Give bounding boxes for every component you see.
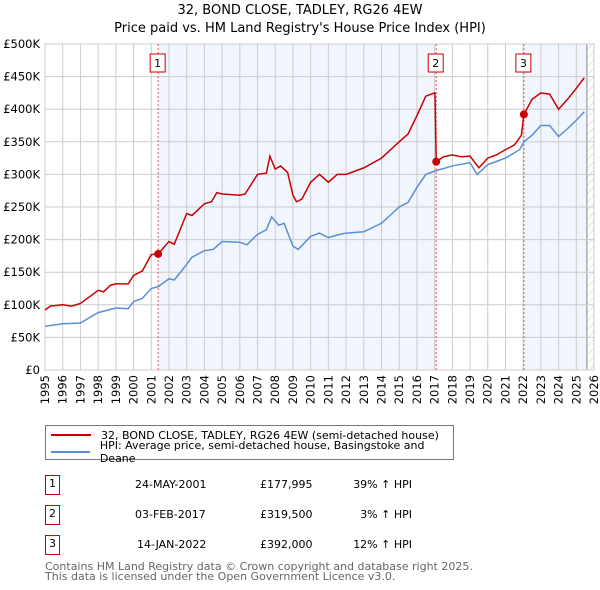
x-tick-label: 2014: [374, 375, 388, 404]
sale-point: [154, 249, 163, 258]
x-tick-label: 2024: [552, 375, 566, 404]
legend-swatch-property: [51, 434, 91, 436]
x-tick-label: 2026: [587, 375, 600, 404]
x-tick-label: 2025: [569, 375, 583, 404]
transaction-date: 14-JAN-2022: [137, 538, 207, 551]
sale-label-box: [515, 53, 532, 73]
y-tick-label: £100K: [3, 298, 40, 312]
x-tick-label: 2004: [197, 375, 211, 404]
legend-item-property: 32, BOND CLOSE, TADLEY, RG26 4EW (semi-d…: [51, 427, 439, 443]
x-tick-label: 2015: [392, 375, 406, 404]
transaction-row: 2 03-FEB-2017 £319,500 3% ↑ HPI: [45, 505, 465, 525]
legend-label-property: 32, BOND CLOSE, TADLEY, RG26 4EW (semi-d…: [101, 428, 439, 442]
transaction-price: £319,500: [260, 508, 313, 521]
y-tick-label: £500K: [3, 37, 40, 51]
footer-copyright: Contains HM Land Registry data © Crown c…: [45, 560, 473, 573]
x-tick-label: 2006: [233, 375, 247, 404]
transaction-marker: 1: [45, 475, 60, 495]
sale-point: [519, 110, 528, 119]
x-tick-label: 1996: [56, 375, 70, 404]
legend-swatch-hpi: [51, 451, 90, 453]
transaction-hpi: 3% ↑ HPI: [360, 508, 412, 521]
transaction-price: £177,995: [260, 478, 313, 491]
sale-label-box: [427, 53, 444, 73]
x-tick-label: 2008: [268, 375, 282, 404]
x-tick-label: 2007: [251, 375, 265, 404]
transaction-marker: 2: [45, 505, 60, 525]
sale-label: 1: [154, 57, 161, 70]
x-tick-label: 2012: [339, 375, 353, 404]
x-tick-label: 2019: [463, 375, 477, 404]
transaction-date: 24-MAY-2001: [135, 478, 207, 491]
y-tick-label: £0: [25, 363, 40, 377]
y-tick-label: £350K: [3, 135, 40, 149]
x-tick-label: 2016: [410, 375, 424, 404]
transaction-row: 3 14-JAN-2022 £392,000 12% ↑ HPI: [45, 535, 465, 555]
sale-label-box: [149, 53, 166, 73]
sale-point: [432, 157, 441, 166]
x-tick-label: 1995: [38, 375, 52, 404]
footer-licence: This data is licensed under the Open Gov…: [45, 570, 396, 583]
hpi-line: [44, 111, 585, 328]
x-tick-label: 2005: [215, 375, 229, 404]
x-tick-label: 2000: [127, 375, 141, 404]
legend-item-hpi: HPI: Average price, semi-detached house,…: [51, 439, 453, 465]
x-tick-label: 1997: [73, 375, 87, 404]
x-tick-label: 2001: [144, 375, 158, 404]
y-tick-label: £250K: [3, 200, 40, 214]
transaction-row: 1 24-MAY-2001 £177,995 39% ↑ HPI: [45, 475, 465, 495]
transaction-hpi: 39% ↑ HPI: [353, 478, 412, 491]
transaction-date: 03-FEB-2017: [135, 508, 206, 521]
x-tick-label: 2023: [534, 375, 548, 404]
price-chart: 1995 1996 1997 1998 1999 2000 2001 2002 2003 2004…: [3, 37, 600, 404]
x-tick-label: 2018: [445, 375, 459, 404]
x-tick-label: 2013: [357, 375, 371, 404]
x-tick-label: 2002: [162, 375, 176, 404]
y-tick-label: £200K: [3, 233, 40, 247]
x-tick-label: 2022: [516, 375, 530, 404]
x-tick-label: 2020: [481, 375, 495, 404]
y-tick-label: £450K: [3, 70, 40, 84]
x-tick-label: 2021: [498, 375, 512, 404]
x-tick-label: 2011: [321, 375, 335, 404]
sale-label: 3: [520, 57, 527, 70]
x-tick-label: 2003: [180, 375, 194, 404]
transaction-marker: 3: [45, 535, 60, 555]
property-price-line: [44, 77, 585, 311]
y-tick-label: £300K: [3, 167, 40, 181]
x-tick-label: 2009: [286, 375, 300, 404]
y-tick-label: £150K: [3, 265, 40, 279]
legend: 32, BOND CLOSE, TADLEY, RG26 4EW (semi-d…: [45, 425, 454, 465]
transaction-price: £392,000: [260, 538, 313, 551]
legend-label-hpi: HPI: Average price, semi-detached house,…: [99, 439, 425, 465]
x-tick-label: 1998: [91, 375, 105, 404]
x-tick-label: 2010: [304, 375, 318, 404]
chart-subtitle: Price paid vs. HM Land Registry's House …: [114, 21, 486, 36]
transaction-hpi: 12% ↑ HPI: [353, 538, 412, 551]
y-tick-label: £400K: [3, 102, 40, 116]
chart-title: 32, BOND CLOSE, TADLEY, RG26 4EW: [177, 3, 423, 18]
x-tick-label: 2017: [428, 375, 442, 404]
y-tick-label: £50K: [11, 330, 41, 344]
sale-label: 2: [432, 57, 439, 70]
x-tick-label: 1999: [109, 375, 123, 404]
